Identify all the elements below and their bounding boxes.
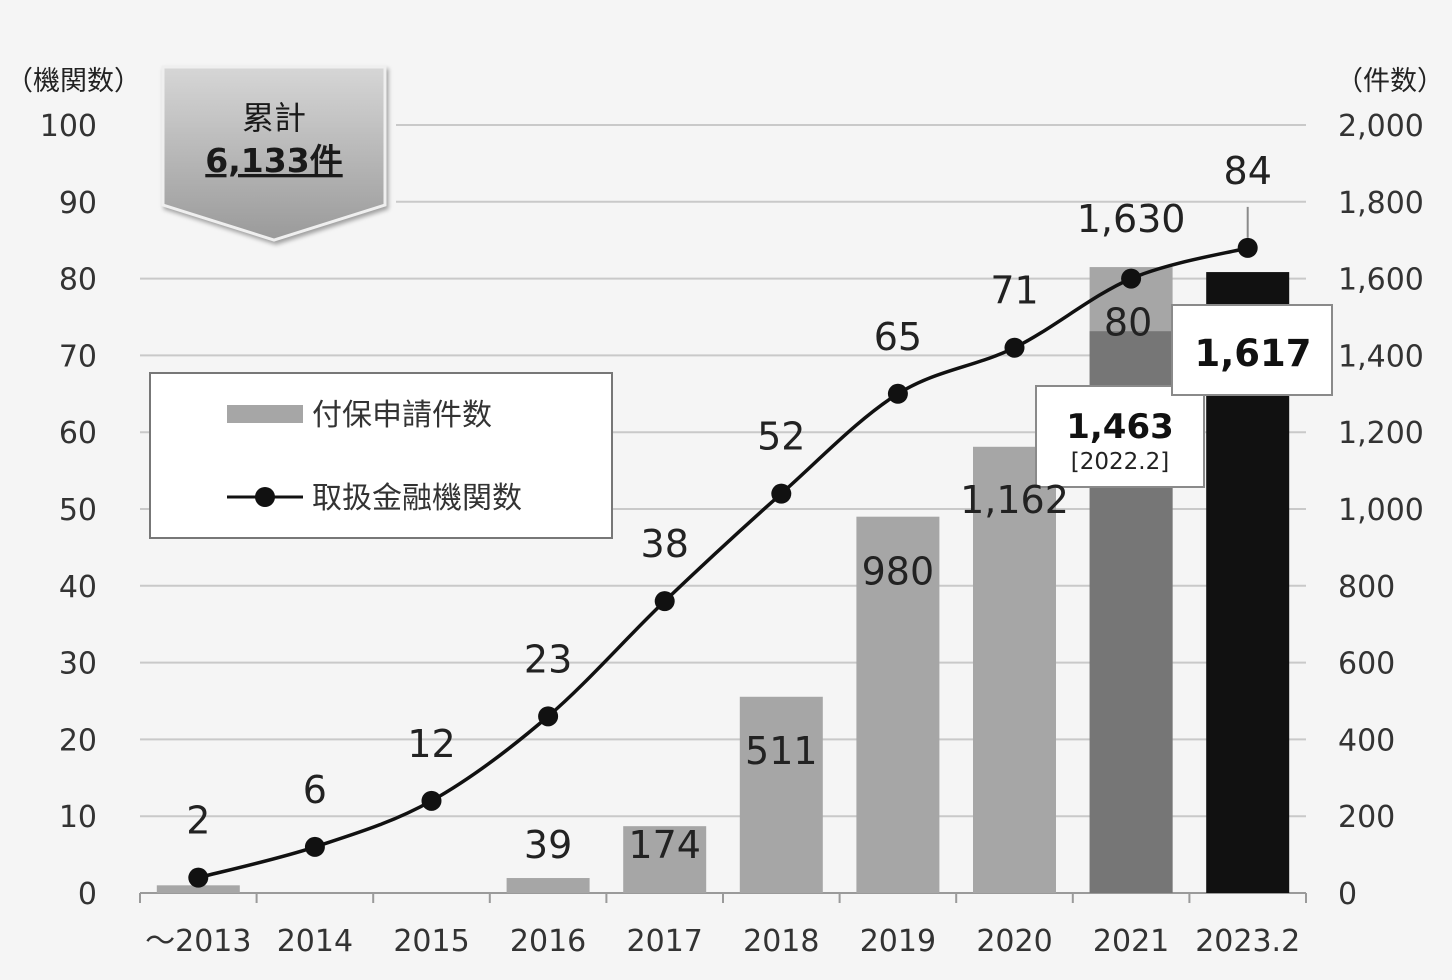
line-series-group xyxy=(188,237,1258,888)
x-tick-label: 2020 xyxy=(976,924,1052,959)
line-value-label: 38 xyxy=(641,522,689,566)
bar xyxy=(739,696,823,893)
x-tick-label: ～2013 xyxy=(145,924,251,959)
total-badge: 累計 6,133件 xyxy=(140,58,396,246)
line-value-label: 84 xyxy=(1224,149,1272,193)
legend-label-line: 取扱金融機関数 xyxy=(312,481,522,516)
bar xyxy=(973,446,1056,893)
bar-value-label: 980 xyxy=(862,550,935,594)
line-value-label: 71 xyxy=(990,269,1038,313)
right-tick-label: 1,800 xyxy=(1338,186,1424,221)
total-badge-value: 6,133件 xyxy=(205,141,342,180)
line-value-label: 12 xyxy=(407,722,455,766)
line-point xyxy=(421,790,442,811)
line-value-label: 23 xyxy=(524,637,572,681)
total-badge-label: 累計 xyxy=(242,99,306,137)
left-tick-label: 0 xyxy=(78,877,97,912)
right-tick-label: 1,400 xyxy=(1338,339,1424,374)
left-tick-label: 100 xyxy=(40,109,97,144)
bar-value-label: 39 xyxy=(524,823,572,867)
legend-box xyxy=(149,372,613,539)
left-tick-label: 10 xyxy=(59,800,97,835)
legend-swatch-point xyxy=(255,487,275,507)
legend-label-bar: 付保申請件数 xyxy=(312,398,492,433)
line-point xyxy=(1121,268,1142,289)
line-point xyxy=(304,836,325,857)
x-tick-label: 2017 xyxy=(627,924,703,959)
callout-2021: 1,463 [2022.2] xyxy=(1035,385,1205,488)
bar-value-label: 1,630 xyxy=(1077,197,1186,241)
left-tick-label: 20 xyxy=(59,723,97,758)
line-value-label: 65 xyxy=(874,315,922,359)
right-tick-label: 2,000 xyxy=(1338,109,1424,144)
x-tick-label: 2021 xyxy=(1093,924,1169,959)
x-tick-label: 2023.2 xyxy=(1195,924,1300,959)
callout-2023: 1,617 xyxy=(1171,304,1333,396)
total-badge-shape xyxy=(161,65,387,242)
x-tick-label: 2018 xyxy=(743,924,819,959)
bar xyxy=(623,826,707,893)
line-point xyxy=(1237,237,1258,258)
line-value-label: 6 xyxy=(303,768,327,812)
right-tick-label: 400 xyxy=(1338,723,1395,758)
x-tick-label: 2016 xyxy=(510,924,586,959)
callout-box-2023 xyxy=(1171,304,1333,396)
x-tick-label: 2015 xyxy=(393,924,469,959)
right-tick-label: 1,200 xyxy=(1338,416,1424,451)
bar xyxy=(156,885,240,893)
bar xyxy=(856,516,940,893)
right-tick-label: 600 xyxy=(1338,647,1395,682)
line-value-label: 80 xyxy=(1104,301,1152,345)
left-axis-title: （機関数） xyxy=(6,66,141,97)
line-point xyxy=(771,483,792,504)
x-tick-label: 2014 xyxy=(277,924,353,959)
bar-value-label: 511 xyxy=(745,729,818,773)
left-tick-label: 30 xyxy=(59,647,97,682)
right-tick-label: 0 xyxy=(1338,877,1357,912)
callout-value-2021: 1,463 xyxy=(1066,407,1174,447)
line-point xyxy=(538,706,559,727)
x-tick-label: 2019 xyxy=(860,924,936,959)
bar xyxy=(506,878,590,893)
line-point xyxy=(188,867,209,888)
right-axis-title: （件数） xyxy=(1336,66,1444,97)
line-point xyxy=(1004,337,1025,358)
line-point xyxy=(887,383,908,404)
bar-value-label: 174 xyxy=(628,823,701,867)
left-tick-label: 40 xyxy=(59,570,97,605)
legend-swatch-bar xyxy=(227,405,303,423)
callout-value-2023: 1,617 xyxy=(1194,332,1311,375)
line-value-label: 2 xyxy=(186,799,210,843)
right-tick-label: 1,600 xyxy=(1338,263,1424,298)
line-series-path xyxy=(197,246,1249,880)
right-tick-label: 800 xyxy=(1338,570,1395,605)
bar-value-label: 1,162 xyxy=(960,478,1069,522)
left-tick-label: 60 xyxy=(59,416,97,451)
axes: 0 10 20 30 40 50 60 70 80 90 100 0 200 400 600 800 1,000… xyxy=(40,109,1424,959)
right-tick-label: 200 xyxy=(1338,800,1395,835)
left-tick-label: 80 xyxy=(59,263,97,298)
callout-sub-label-2021: [2022.2] xyxy=(1071,449,1169,475)
left-tick-label: 90 xyxy=(59,186,97,221)
left-tick-label: 50 xyxy=(59,493,97,528)
data-labels: 39 174 511 980 1,162 1,630 2 6 12 23 38 52 65 71 80 84 xyxy=(186,149,1272,867)
line-point xyxy=(654,591,675,612)
left-tick-label: 70 xyxy=(59,339,97,374)
right-tick-label: 1,000 xyxy=(1338,493,1424,528)
line-value-label: 52 xyxy=(757,415,805,459)
legend: 付保申請件数 取扱金融機関数 xyxy=(149,372,613,539)
callout-box-2021 xyxy=(1035,385,1205,488)
